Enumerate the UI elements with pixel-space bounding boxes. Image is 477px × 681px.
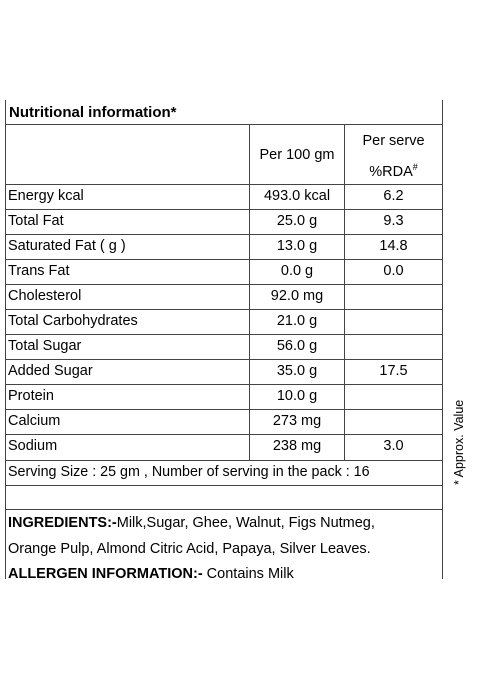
row-name: Energy kcal xyxy=(8,188,84,204)
row-per100: 92.0 mg xyxy=(270,288,324,304)
left-border xyxy=(5,100,6,579)
row-line xyxy=(5,434,443,435)
row-per100: 273 mg xyxy=(272,413,322,429)
row-line xyxy=(5,509,443,510)
row-line xyxy=(5,184,443,185)
row-per100: 21.0 g xyxy=(276,313,318,329)
row-line xyxy=(5,234,443,235)
header-per-100: Per 100 gm xyxy=(259,147,335,163)
row-line xyxy=(5,309,443,310)
row-rda: 0.0 xyxy=(383,263,404,279)
row-name: Protein xyxy=(8,388,54,404)
row-per100: 0.0 g xyxy=(280,263,314,279)
row-rda: 14.8 xyxy=(379,238,408,254)
row-line xyxy=(5,460,443,461)
row-name: Total Fat xyxy=(8,213,64,229)
row-rda: 17.5 xyxy=(379,363,408,379)
row-per100: 13.0 g xyxy=(276,238,318,254)
row-name: Total Carbohydrates xyxy=(8,313,138,329)
row-name: Sodium xyxy=(8,438,58,454)
row-line xyxy=(5,124,443,125)
row-per100: 493.0 kcal xyxy=(263,188,331,204)
right-border xyxy=(442,100,443,579)
row-rda: 9.3 xyxy=(383,213,404,229)
row-per100: 10.0 g xyxy=(276,388,318,404)
row-rda: 6.2 xyxy=(383,188,404,204)
row-name: Calcium xyxy=(8,413,61,429)
row-line xyxy=(5,284,443,285)
row-line xyxy=(5,334,443,335)
nutrition-label: Nutritional information* Per 100 gm Per … xyxy=(5,100,443,582)
ingredients: INGREDIENTS:-Milk,Sugar, Ghee, Walnut, F… xyxy=(8,515,375,531)
serving-size: Serving Size : 25 gm , Number of serving… xyxy=(8,464,370,480)
ingredients-line-2: Orange Pulp, Almond Citric Acid, Papaya,… xyxy=(8,541,371,557)
row-name: Trans Fat xyxy=(8,263,70,279)
row-line xyxy=(5,409,443,410)
approx-value-note: * Approx. Value xyxy=(452,399,466,485)
row-name: Saturated Fat ( g ) xyxy=(8,238,126,254)
row-line xyxy=(5,259,443,260)
column-divider-1 xyxy=(249,124,250,460)
row-line xyxy=(5,359,443,360)
row-line xyxy=(5,209,443,210)
column-divider-2 xyxy=(344,124,345,460)
title: Nutritional information* xyxy=(9,104,177,121)
row-name: Total Sugar xyxy=(8,338,82,354)
row-per100: 238 mg xyxy=(272,438,322,454)
row-rda: 3.0 xyxy=(383,438,404,454)
row-line xyxy=(5,384,443,385)
row-line xyxy=(5,485,443,486)
row-per100: 56.0 g xyxy=(276,338,318,354)
row-name: Cholesterol xyxy=(8,288,82,304)
row-per100: 25.0 g xyxy=(276,213,318,229)
allergen-info: ALLERGEN INFORMATION:- Contains Milk xyxy=(8,566,294,582)
header-rda: %RDA# xyxy=(369,162,418,180)
row-name: Added Sugar xyxy=(8,363,93,379)
row-per100: 35.0 g xyxy=(276,363,318,379)
header-per-serve: Per serve xyxy=(362,133,425,149)
